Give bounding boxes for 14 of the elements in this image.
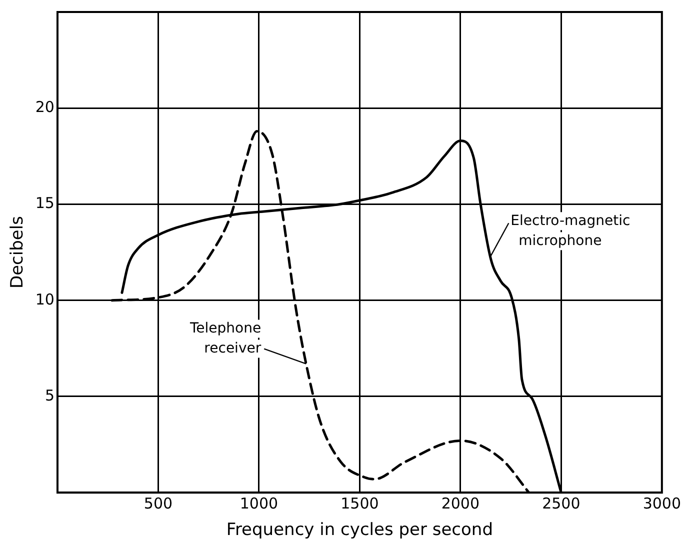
x-tick-label: 2000: [441, 494, 480, 512]
x-tick-label: 1500: [340, 494, 379, 512]
annotation: Electro-magnetic microphone: [510, 212, 630, 249]
x-tick-label: 2500: [542, 494, 580, 512]
x-tick-label: 500: [144, 494, 173, 512]
x-axis-title: Frequency in cycles per second: [226, 520, 494, 540]
y-tick-label: 5: [44, 386, 54, 404]
y-axis-title: Decibels: [8, 216, 28, 289]
y-tick-label: 15: [35, 194, 54, 212]
x-tick-label: 3000: [642, 494, 682, 512]
y-tick-label: 10: [35, 290, 54, 308]
y-tick-label: 20: [35, 98, 54, 116]
x-tick-label: 1000: [240, 494, 278, 512]
annotation: Telephone receiver: [189, 320, 262, 356]
